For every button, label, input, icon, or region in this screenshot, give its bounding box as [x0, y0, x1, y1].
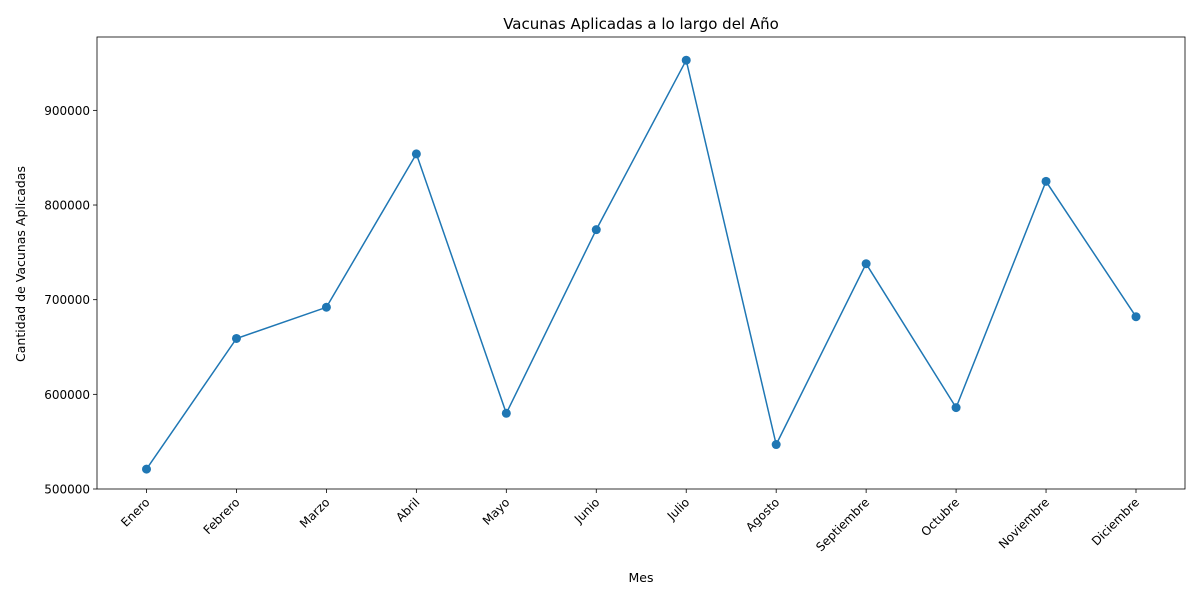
x-tick-label: Septiembre — [813, 495, 872, 554]
data-point — [771, 440, 781, 450]
data-point — [1131, 312, 1141, 322]
x-tick-label: Febrero — [201, 495, 243, 537]
x-tick-label: Julio — [664, 495, 692, 523]
data-point — [501, 408, 511, 418]
x-tick-label: Agosto — [743, 495, 782, 534]
data-point — [591, 225, 601, 235]
data-point — [1041, 176, 1051, 186]
x-tick-label: Octubre — [918, 495, 962, 539]
x-axis: Enero Febrero Marzo Abril Mayo Junio Julio Agos… — [118, 489, 1142, 554]
data-points — [142, 55, 1141, 474]
y-tick-label: 800000 — [44, 199, 90, 213]
data-point — [142, 464, 151, 474]
data-point — [411, 149, 421, 159]
series-line — [145, 58, 1137, 470]
data-point — [231, 333, 241, 343]
data-point — [951, 403, 961, 413]
y-tick-label: 900000 — [44, 104, 90, 118]
x-tick-label: Diciembre — [1089, 495, 1142, 548]
data-point — [861, 259, 871, 269]
x-tick-label: Abril — [393, 495, 422, 524]
plot-area: 500000 600000 700000 800000 900000 Enero Febr… — [44, 36, 1186, 554]
data-point — [321, 302, 331, 312]
x-tick-label: Enero — [118, 495, 152, 529]
chart-title: Vacunas Aplicadas a lo largo del Año — [503, 15, 779, 33]
y-axis-label: Cantidad de Vacunas Aplicadas — [13, 166, 28, 362]
y-tick-label: 600000 — [44, 388, 90, 402]
x-tick-label: Noviembre — [996, 495, 1052, 551]
x-tick-label: Mayo — [480, 495, 513, 528]
y-tick-label: 500000 — [44, 483, 90, 497]
x-tick-label: Junio — [571, 495, 602, 526]
data-point — [681, 55, 691, 65]
plot-frame — [96, 36, 1186, 490]
y-tick-label: 700000 — [44, 293, 90, 307]
x-tick-label: Marzo — [297, 495, 333, 531]
x-axis-label: Mes — [629, 570, 654, 585]
y-axis: 500000 600000 700000 800000 900000 — [44, 104, 97, 497]
